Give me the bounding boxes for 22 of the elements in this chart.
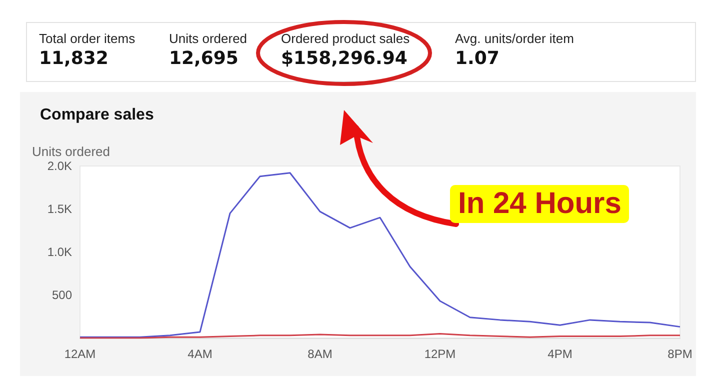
y-axis-title: Units ordered (32, 144, 110, 159)
y-tick-label: 2.0K (47, 159, 72, 173)
text: $158,296.94 (281, 48, 408, 69)
line-series (79, 172, 681, 338)
text: Units ordered (169, 31, 248, 46)
text: 11,832 (39, 48, 110, 69)
text: 12,695 (169, 48, 240, 69)
y-tick-label: 500 (52, 288, 72, 302)
text: 1.07 (455, 48, 500, 69)
x-tick-label: 8PM (668, 347, 692, 361)
x-tick-label: 12AM (64, 347, 96, 361)
text: Ordered product sales (281, 31, 410, 46)
text: Total order items (39, 31, 136, 46)
y-tick-label: 1.5K (47, 202, 72, 216)
text: Avg. units/order item (455, 31, 574, 46)
x-tick-label: 4AM (188, 347, 212, 361)
x-tick-label: 8AM (308, 347, 332, 361)
x-tick-label: 12PM (424, 347, 456, 361)
annotation: In 24 Hours (450, 185, 630, 223)
x-tick-label: 4PM (548, 347, 572, 361)
chart-title: Compare sales (40, 106, 154, 124)
y-tick-label: 1.0K (47, 245, 72, 259)
